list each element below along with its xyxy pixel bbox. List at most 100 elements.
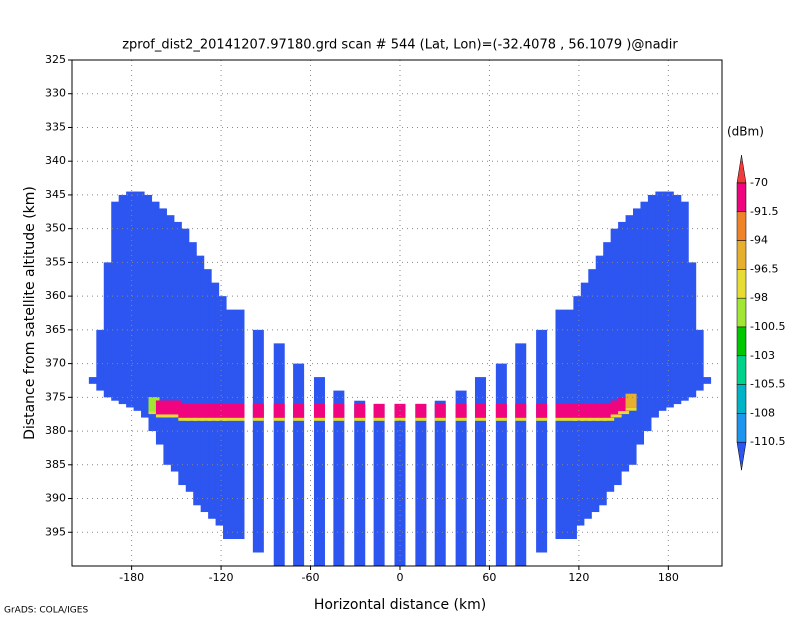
colorbar-arrow	[736, 441, 747, 471]
y-tick-label: 395	[45, 525, 66, 538]
surface-rim	[200, 417, 212, 421]
beam	[293, 363, 305, 566]
beam	[252, 329, 264, 553]
y-tick-label: 380	[45, 424, 66, 437]
beam	[536, 329, 548, 553]
chart-title: zprof_dist2_20141207.97180.grd scan # 54…	[122, 38, 678, 53]
surface-echo	[293, 403, 305, 418]
legend-title: (dBm)	[727, 125, 764, 139]
beam	[603, 242, 615, 492]
y-tick-label: 385	[45, 458, 66, 471]
x-axis-label: Horizontal distance (km)	[314, 597, 486, 613]
colorbar-label: -110.5	[750, 435, 785, 448]
x-tick-label: 0	[396, 571, 403, 584]
beam	[580, 282, 592, 519]
surface-echo	[434, 403, 446, 418]
beam	[455, 390, 467, 566]
y-tick-label: 350	[45, 222, 66, 235]
beam	[170, 221, 182, 472]
x-tick-label: -120	[209, 571, 234, 584]
colorbar-box	[736, 384, 747, 414]
beam	[625, 215, 637, 465]
y-tick-label: 330	[45, 87, 66, 100]
beam	[662, 191, 674, 408]
surface-rim	[580, 417, 592, 421]
surface-rim	[215, 417, 227, 421]
surface-echo	[208, 403, 220, 418]
surface-echo	[148, 397, 160, 412]
x-tick-label: 120	[568, 571, 589, 584]
colorbar-box	[736, 240, 747, 270]
beam	[103, 262, 115, 398]
beam	[148, 201, 160, 432]
surface-rim	[273, 417, 285, 421]
y-tick-label: 390	[45, 492, 66, 505]
surface-rim	[193, 417, 205, 421]
y-tick-label: 360	[45, 289, 66, 302]
surface-rim	[565, 417, 577, 421]
surface-echo	[618, 397, 630, 412]
colorbar-box	[736, 326, 747, 357]
beam	[96, 329, 108, 391]
surface-echo	[580, 403, 592, 418]
surface-rim	[573, 417, 585, 421]
surface-rim	[170, 414, 182, 418]
y-tick-label: 345	[45, 188, 66, 201]
surface-rim	[474, 417, 486, 421]
surface-rim	[415, 417, 427, 421]
surface-echo	[536, 403, 548, 418]
beam	[273, 343, 285, 566]
beam	[88, 377, 100, 384]
y-tick-label: 335	[45, 120, 66, 133]
x-tick-label: -180	[119, 571, 144, 584]
surface-rim	[373, 417, 385, 421]
y-axis-label: Distance from satellite altitude (km)	[22, 186, 38, 440]
x-tick-label: 180	[658, 571, 679, 584]
colorbar-label: -94	[750, 234, 768, 247]
surface-rim	[148, 411, 160, 415]
surface-rim	[333, 417, 345, 421]
beam	[313, 377, 325, 566]
x-tick-label: -60	[302, 571, 320, 584]
surface-echo	[588, 403, 600, 418]
colorbar-box	[736, 182, 747, 213]
surface-rim	[555, 417, 567, 421]
colorbar-label: -103	[750, 349, 775, 362]
surface-echo	[313, 403, 325, 418]
y-tick-label: 355	[45, 255, 66, 268]
surface-echo	[252, 403, 264, 418]
surface-echo	[610, 400, 622, 415]
beam	[618, 221, 630, 472]
beam	[640, 201, 652, 432]
surface-echo	[603, 403, 615, 418]
surface-rim	[293, 417, 305, 421]
credit: GrADS: COLA/IGES	[4, 606, 88, 616]
surface-echo	[233, 403, 245, 418]
surface-rim	[455, 417, 467, 421]
beam	[415, 404, 427, 566]
colorbar-label: -96.5	[750, 262, 778, 275]
surface-rim	[610, 414, 622, 418]
surface-echo	[170, 400, 182, 415]
surface-echo	[565, 403, 577, 418]
surface-rim	[603, 417, 615, 421]
surface-rim	[536, 417, 548, 421]
colorbar-label: -105.5	[750, 378, 785, 391]
beam	[208, 282, 220, 519]
beam	[185, 242, 197, 492]
surface-echo	[495, 403, 507, 418]
surface-echo	[515, 403, 527, 418]
surface-rim	[618, 411, 630, 415]
surface-rim	[595, 417, 607, 421]
beam	[354, 400, 366, 566]
colorbar-box	[736, 355, 747, 385]
beam	[495, 363, 507, 566]
beam	[200, 269, 212, 513]
beam	[565, 309, 577, 540]
colorbar-label: -98	[750, 291, 768, 304]
beam	[647, 194, 659, 418]
beam	[595, 255, 607, 506]
beam	[233, 309, 245, 540]
y-tick-label: 365	[45, 323, 66, 336]
